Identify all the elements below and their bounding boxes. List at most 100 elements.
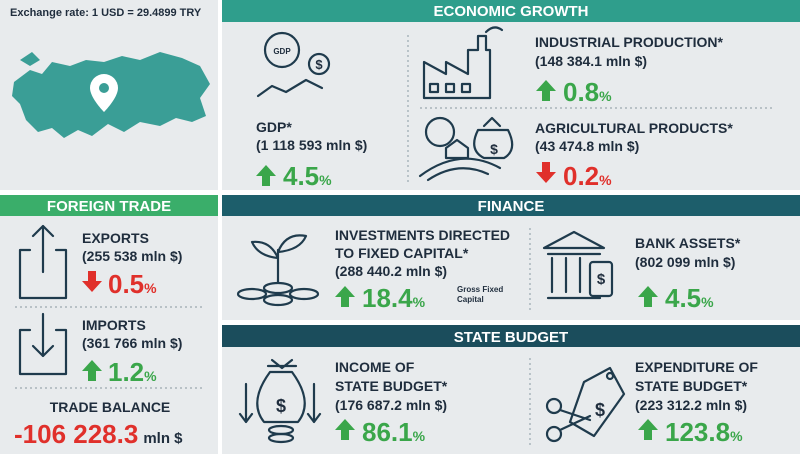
shape	[473, 128, 514, 160]
label: STATE BUDGET*	[335, 378, 448, 394]
shape	[256, 370, 306, 424]
text: -106 228.3	[14, 419, 138, 449]
shape	[424, 116, 456, 148]
text: %	[413, 428, 426, 444]
shape	[267, 432, 295, 444]
icon-text: $	[490, 141, 498, 157]
text: mln $	[143, 430, 183, 447]
label: TO FIXED CAPITAL*	[335, 245, 469, 261]
bank-icon	[542, 230, 614, 300]
trade-header	[0, 195, 218, 216]
income-icon	[238, 358, 322, 444]
shape	[428, 82, 440, 94]
label: EXPORTS	[82, 230, 149, 246]
label: IMPORTS	[82, 317, 146, 333]
text: 0.2	[563, 161, 599, 191]
arrow-down	[82, 271, 102, 292]
arrow-down	[536, 162, 556, 183]
section-title: FINANCE	[478, 198, 545, 215]
shape	[545, 425, 563, 443]
budget-header	[222, 325, 800, 347]
shape	[545, 397, 563, 415]
change: 86.1%	[362, 417, 426, 447]
amount: (43 474.8 mln $)	[535, 138, 639, 154]
label: EXPENDITURE OF	[635, 359, 758, 375]
icon-text: $	[597, 271, 606, 288]
shape	[31, 312, 55, 358]
shape	[422, 34, 492, 100]
export-icon	[18, 224, 68, 300]
arrow-up	[256, 165, 276, 186]
change: 0.2%	[563, 161, 612, 191]
arrow-up	[638, 419, 658, 440]
text: %	[599, 88, 612, 104]
shape	[31, 224, 55, 274]
text: 123.8	[665, 417, 730, 447]
label: INVESTMENTS DIRECTED	[335, 227, 510, 243]
label: TRADE BALANCE	[50, 399, 171, 415]
shape	[236, 287, 268, 301]
label: STATE BUDGET*	[635, 378, 748, 394]
text: 0.5	[108, 269, 144, 299]
change: 18.4%	[362, 283, 426, 313]
shape	[546, 252, 602, 300]
growth-header	[222, 0, 800, 22]
growth-panel	[222, 0, 800, 190]
arrow-up	[82, 360, 102, 381]
shape	[558, 408, 592, 432]
text: 0.8	[563, 77, 599, 107]
shape	[444, 138, 470, 160]
shape	[426, 167, 490, 182]
change: 0.8%	[563, 77, 612, 107]
amount: (288 440.2 mln $)	[335, 263, 447, 279]
amount: (361 766 mln $)	[82, 335, 182, 351]
icon-text: $	[595, 400, 605, 420]
text: 86.1	[362, 417, 413, 447]
arrow-up	[638, 286, 658, 307]
plant-icon	[236, 234, 320, 307]
shape	[262, 281, 294, 295]
finance-header	[222, 195, 800, 216]
label: AGRICULTURAL PRODUCTS*	[535, 120, 733, 136]
factory-icon	[422, 26, 504, 100]
arrow-up	[335, 286, 355, 307]
arrow-up	[335, 419, 355, 440]
shape	[256, 78, 324, 98]
text: 4.5	[283, 161, 319, 191]
shape	[605, 371, 615, 381]
text: 1.2	[108, 357, 144, 387]
trade-balance: -106 228.3 mln $	[14, 419, 183, 449]
label: INDUSTRIAL PRODUCTION*	[535, 34, 724, 50]
amount: (223 312.2 mln $)	[635, 397, 747, 413]
trade-panel	[0, 195, 218, 454]
shape	[238, 382, 322, 424]
change: 4.5%	[665, 283, 714, 313]
shape	[460, 82, 472, 94]
text: 18.4	[362, 283, 413, 313]
import-icon	[18, 312, 68, 376]
text: %	[144, 368, 157, 384]
label: BANK ASSETS*	[635, 235, 741, 251]
text: 4.5	[665, 283, 701, 313]
note: Capital	[457, 295, 484, 304]
amount: (1 118 593 mln $)	[256, 137, 367, 153]
shape	[568, 366, 626, 438]
amount: (255 538 mln $)	[82, 248, 182, 264]
amount: (802 099 mln $)	[635, 254, 735, 270]
shape	[263, 31, 301, 69]
change: 0.5%	[108, 269, 157, 299]
shape	[444, 82, 456, 94]
icon-text: $	[276, 396, 286, 416]
farm-icon	[418, 116, 514, 182]
expenditure-icon	[545, 366, 626, 443]
amount: (176 687.2 mln $)	[335, 397, 447, 413]
change: 1.2%	[108, 357, 157, 387]
label: INCOME OF	[335, 359, 415, 375]
shape	[307, 52, 331, 76]
shape	[266, 358, 298, 370]
shape	[288, 287, 320, 301]
section-title: STATE BUDGET	[454, 329, 568, 346]
note: Gross Fixed	[457, 285, 503, 294]
